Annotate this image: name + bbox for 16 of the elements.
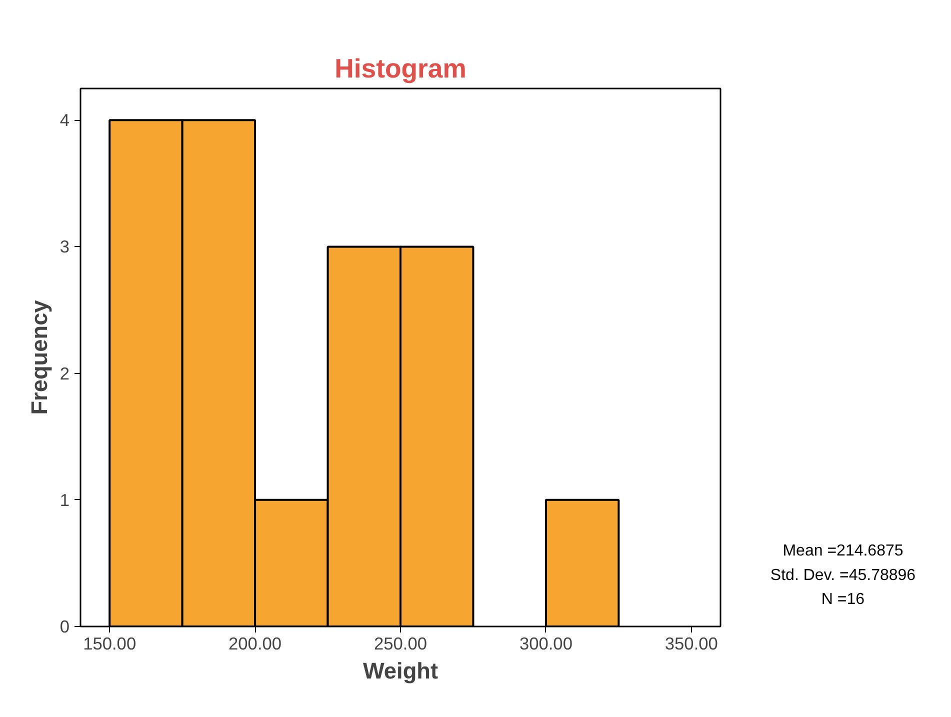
y-tick-label: 0 <box>60 616 70 636</box>
x-tick-label: 200.00 <box>228 634 282 654</box>
x-tick-label: 150.00 <box>83 634 136 654</box>
text: N =16 <box>821 591 865 608</box>
y-tick-label: 2 <box>60 363 70 384</box>
x-axis-title: Weight <box>362 658 438 684</box>
text: Mean =214.6875 <box>782 542 904 560</box>
x-tick-label: 350.00 <box>664 634 718 654</box>
y-tick-label: 1 <box>60 490 70 510</box>
x-tick-label: 250.00 <box>374 634 427 654</box>
y-tick-label: 3 <box>60 236 70 257</box>
y-tick-label: 4 <box>60 110 70 130</box>
y-axis-title: Frequency <box>26 300 52 415</box>
text: Std. Dev. =45.78896 <box>770 566 916 584</box>
chart-title: Histogram <box>334 54 466 84</box>
x-tick-label: 300.00 <box>519 634 572 654</box>
